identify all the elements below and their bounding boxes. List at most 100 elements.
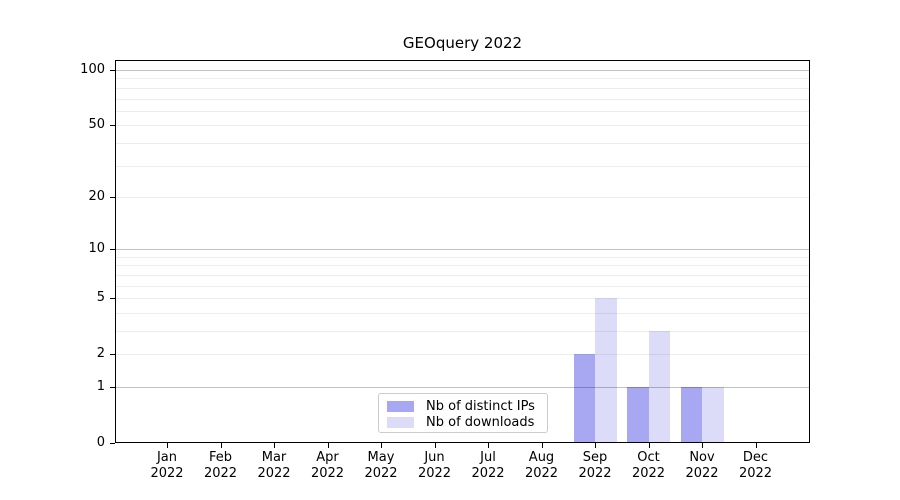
x-tick-month: Oct bbox=[637, 450, 660, 465]
gridline-decade bbox=[116, 387, 809, 388]
legend-item-downloads: Nb of downloads bbox=[387, 415, 539, 430]
x-tick-label: Aug 2022 bbox=[510, 450, 574, 482]
x-tick-year: 2022 bbox=[524, 466, 559, 481]
x-tick-year: 2022 bbox=[150, 466, 184, 481]
gridline-minor bbox=[116, 87, 809, 89]
y-tick bbox=[110, 387, 115, 388]
x-tick-label: May 2022 bbox=[349, 450, 413, 482]
x-tick bbox=[755, 443, 757, 448]
y-tick bbox=[110, 196, 115, 198]
gridline-minor bbox=[116, 298, 809, 300]
x-tick-month: Dec bbox=[742, 450, 769, 465]
y-tick-label: 100 bbox=[80, 62, 105, 77]
x-tick bbox=[274, 443, 275, 448]
y-tick bbox=[110, 298, 115, 300]
x-tick-label: Oct 2022 bbox=[617, 450, 681, 482]
gridline-minor bbox=[116, 312, 809, 314]
bar-distinct-ips bbox=[627, 387, 649, 443]
x-tick-month: Sep bbox=[582, 450, 608, 465]
x-tick-year: 2022 bbox=[417, 466, 452, 481]
x-tick-year: 2022 bbox=[685, 466, 719, 481]
y-tick bbox=[110, 249, 115, 251]
x-tick-month: Apr bbox=[316, 450, 339, 465]
bar-downloads bbox=[702, 387, 724, 443]
gridline-minor bbox=[116, 110, 809, 112]
x-tick-month: Aug bbox=[528, 450, 555, 465]
y-tick-label: 1 bbox=[96, 379, 105, 394]
gridline-minor bbox=[116, 354, 809, 356]
x-tick-label: Nov 2022 bbox=[670, 450, 734, 482]
x-tick-month: Jan bbox=[156, 450, 178, 465]
y-tick bbox=[110, 70, 115, 71]
y-tick-label: 10 bbox=[88, 241, 105, 257]
x-tick-year: 2022 bbox=[738, 466, 773, 481]
x-tick bbox=[434, 443, 436, 448]
legend-item-distinct-ips: Nb of distinct IPs bbox=[387, 399, 539, 414]
gridline-minor bbox=[116, 285, 809, 287]
y-tick-label: 2 bbox=[96, 346, 105, 362]
x-tick-label: Jun 2022 bbox=[403, 450, 467, 482]
x-tick bbox=[541, 443, 543, 448]
bar-distinct-ips bbox=[573, 354, 595, 443]
chart-title: GEOquery 2022 bbox=[402, 34, 523, 52]
legend: Nb of distinct IPs Nb of downloads bbox=[378, 393, 548, 433]
gridline-minor bbox=[116, 125, 809, 127]
y-tick bbox=[110, 354, 115, 356]
legend-label-downloads: Nb of downloads bbox=[426, 415, 535, 430]
x-tick-year: 2022 bbox=[203, 466, 238, 481]
x-tick-year: 2022 bbox=[631, 466, 666, 481]
x-tick bbox=[220, 443, 222, 448]
bar-downloads bbox=[595, 298, 617, 443]
gridline-minor bbox=[116, 165, 809, 167]
x-tick-year: 2022 bbox=[364, 466, 398, 481]
x-tick bbox=[167, 443, 168, 448]
gridline-minor bbox=[116, 256, 809, 258]
legend-label-distinct-ips: Nb of distinct IPs bbox=[426, 399, 535, 414]
x-tick-month: Feb bbox=[208, 450, 233, 465]
x-tick-month: Jul bbox=[480, 450, 496, 465]
x-tick-label: Jan 2022 bbox=[135, 450, 199, 482]
x-tick-month: Nov bbox=[689, 450, 715, 465]
gridline-minor bbox=[116, 274, 809, 276]
x-tick-month: Jun bbox=[424, 450, 445, 465]
x-tick bbox=[595, 443, 596, 448]
x-tick-label: Mar 2022 bbox=[242, 450, 306, 482]
x-tick-year: 2022 bbox=[310, 466, 345, 481]
gridline-decade bbox=[116, 70, 809, 71]
x-tick-year: 2022 bbox=[257, 466, 291, 481]
gridline-decade bbox=[116, 249, 809, 251]
x-tick-label: Apr 2022 bbox=[296, 450, 360, 482]
y-tick-label: 5 bbox=[96, 290, 105, 306]
x-tick-month: May bbox=[367, 450, 395, 465]
x-tick-label: Dec 2022 bbox=[724, 450, 788, 482]
bar-distinct-ips bbox=[680, 387, 702, 443]
x-tick-label: Jul 2022 bbox=[456, 450, 520, 482]
gridline-minor bbox=[116, 265, 809, 267]
legend-swatch-downloads bbox=[387, 417, 414, 428]
x-tick bbox=[327, 443, 329, 448]
gridline-minor bbox=[116, 331, 809, 332]
bar-downloads bbox=[648, 331, 670, 443]
gridline-minor bbox=[116, 196, 809, 198]
y-tick-label: 20 bbox=[88, 188, 105, 204]
gridline-minor bbox=[116, 142, 809, 144]
y-tick-label: 50 bbox=[88, 117, 105, 133]
x-tick-year: 2022 bbox=[471, 466, 505, 481]
x-tick-label: Sep 2022 bbox=[563, 450, 627, 482]
x-tick-month: Mar bbox=[261, 450, 287, 465]
legend-swatch-distinct-ips bbox=[387, 401, 414, 412]
y-tick bbox=[110, 125, 115, 127]
x-tick bbox=[488, 443, 489, 448]
x-tick-label: Feb 2022 bbox=[189, 450, 253, 482]
gridline-minor bbox=[116, 78, 809, 80]
x-tick bbox=[381, 443, 382, 448]
x-tick-year: 2022 bbox=[578, 466, 612, 481]
gridline-minor bbox=[116, 98, 809, 100]
x-tick bbox=[648, 443, 650, 448]
y-tick-label: 0 bbox=[96, 435, 105, 450]
